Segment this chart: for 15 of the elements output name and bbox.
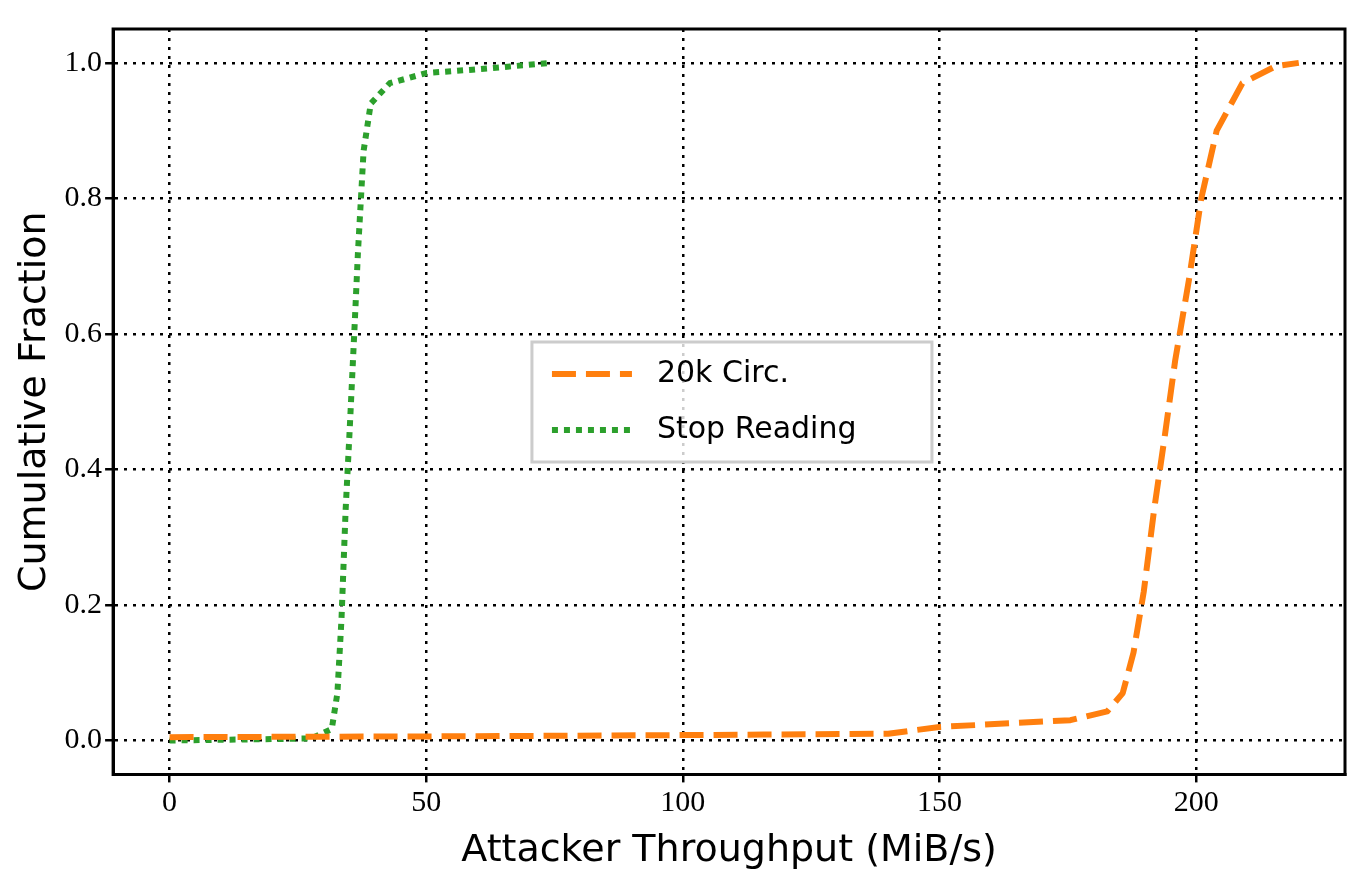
legend-label: 20k Circ. <box>656 353 790 389</box>
y-tick-label: 1.0 <box>64 43 103 77</box>
y-tick-label: 0.6 <box>64 314 103 348</box>
y-tick-label: 0.0 <box>64 721 103 755</box>
x-tick-label: 200 <box>1173 784 1219 818</box>
x-tick-label: 0 <box>162 784 178 818</box>
x-tick-label: 150 <box>917 784 962 818</box>
x-tick-label: 100 <box>660 784 706 818</box>
y-tick-label: 0.8 <box>64 179 103 213</box>
x-tick-label: 50 <box>411 784 442 818</box>
x-axis-title: Attacker Throughput (MiB/s) <box>461 826 997 871</box>
y-tick-label: 0.2 <box>64 585 103 619</box>
y-tick-label: 0.4 <box>64 450 103 484</box>
legend-label: Stop Reading <box>656 409 857 445</box>
y-axis-title: Cumulative Fraction <box>9 211 54 593</box>
